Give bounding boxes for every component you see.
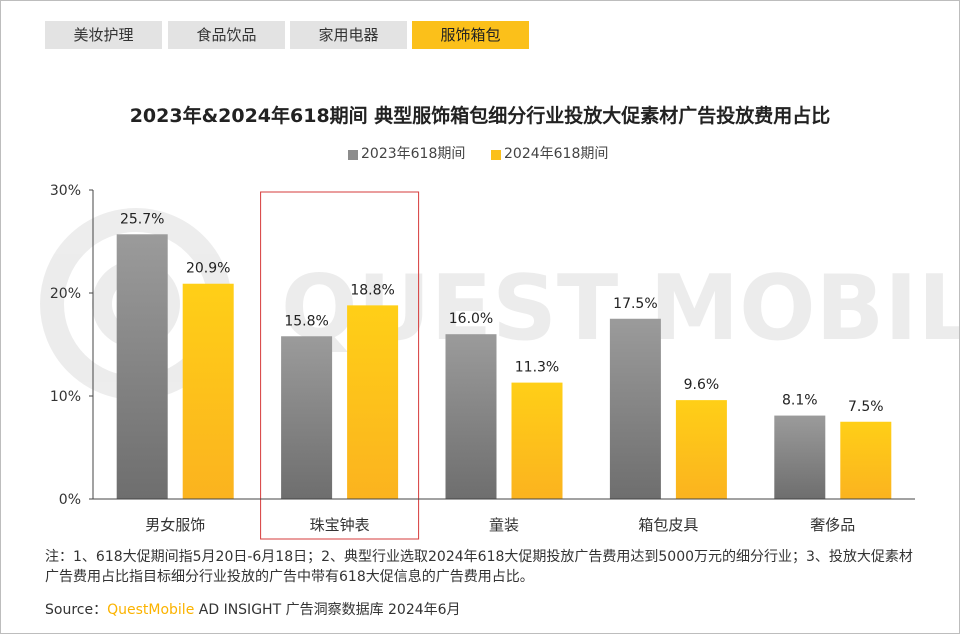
bar-2023	[609, 318, 661, 499]
legend-swatch-2023	[348, 150, 358, 160]
bar-2024	[347, 305, 399, 499]
bar-2023	[774, 415, 826, 499]
data-label: 8.1%	[782, 393, 818, 409]
bars: 25.7% 20.9% 15.8% 18.8% 16.0% 11.3% 17.5% 9.6% 8…	[116, 191, 892, 540]
bar-2024	[675, 400, 727, 499]
bar-2023	[116, 234, 168, 500]
data-label: 11.3%	[515, 360, 559, 376]
x-category-label: 童装	[489, 516, 519, 534]
bar-2024	[840, 421, 892, 499]
legend-label-2023: 2023年618期间	[361, 146, 466, 162]
tab-apparel[interactable]: 服饰箱包	[412, 21, 529, 49]
x-axis: 男女服饰 珠宝钟表 童装 箱包皮具 奢侈品	[93, 498, 915, 534]
x-category-label: 奢侈品	[810, 516, 855, 534]
y-axis: 0% 10% 20% 30%	[50, 183, 94, 508]
source-rest: AD INSIGHT 广告洞察数据库 2024年6月	[194, 602, 461, 618]
tab-beauty[interactable]: 美妆护理	[45, 21, 162, 49]
data-label: 15.8%	[284, 313, 328, 329]
chart-notes: 注：1、618大促期间指5月20日-6月18日；2、典型行业选取2024年618…	[45, 549, 913, 585]
data-label: 16.0%	[449, 311, 493, 327]
tab-food[interactable]: 食品饮品	[168, 21, 285, 49]
y-tick-label: 0%	[59, 492, 81, 508]
x-category-label: 箱包皮具	[638, 516, 698, 534]
highlight-box	[260, 191, 420, 540]
legend-swatch-2024	[491, 150, 501, 160]
bar-2024	[511, 382, 563, 499]
y-tick-label: 30%	[50, 183, 81, 199]
source-brand: QuestMobile	[107, 602, 195, 618]
x-category-label: 男女服饰	[145, 516, 205, 534]
bar-2023	[281, 336, 333, 499]
data-label: 20.9%	[186, 261, 230, 277]
data-label: 17.5%	[613, 296, 657, 312]
data-label: 7.5%	[848, 399, 884, 415]
data-label: 9.6%	[684, 377, 720, 393]
legend-label-2024: 2024年618期间	[504, 146, 609, 162]
tab-appliances[interactable]: 家用电器	[290, 21, 407, 49]
data-label: 25.7%	[120, 211, 164, 227]
data-label: 18.8%	[350, 282, 394, 298]
chart-title: 2023年&2024年618期间 典型服饰箱包细分行业投放大促素材广告投放费用占…	[129, 105, 831, 127]
x-category-label: 珠宝钟表	[310, 516, 370, 534]
source-prefix: Source：	[45, 602, 108, 618]
y-tick-label: 10%	[50, 389, 81, 405]
bar-2024	[182, 283, 234, 499]
y-tick-label: 20%	[50, 286, 81, 302]
source-line: Source：QuestMobile AD INSIGHT 广告洞察数据库 20…	[45, 599, 461, 619]
bar-2023	[445, 334, 497, 499]
